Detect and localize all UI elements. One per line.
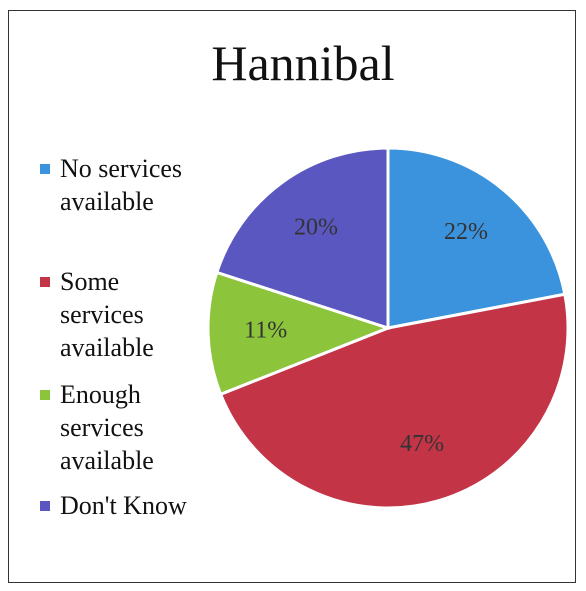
legend-item: Enough services available [40,378,200,477]
value-label: 20% [294,214,338,240]
chart-frame [8,10,576,583]
pie-slice [206,270,393,397]
legend-label: Some services available [60,267,154,362]
legend-label: Don't Know [60,491,187,520]
legend-swatch [40,164,50,174]
legend-swatch [40,390,50,400]
chart-title: Hannibal [211,35,394,91]
legend-item: Some services available [40,265,200,364]
pie-slice [218,292,570,510]
legend-swatch [40,277,50,287]
pie-slice [386,146,567,330]
legend-swatch [40,501,50,511]
legend-item: No services available [40,152,200,218]
legend-label: No services available [60,154,183,216]
legend-label: Enough services available [60,380,154,475]
value-label: 22% [444,219,488,245]
pie-slice [214,146,390,331]
legend-item: Don't Know [40,489,200,522]
value-label: 11% [244,317,287,343]
value-label: 47% [400,431,444,457]
